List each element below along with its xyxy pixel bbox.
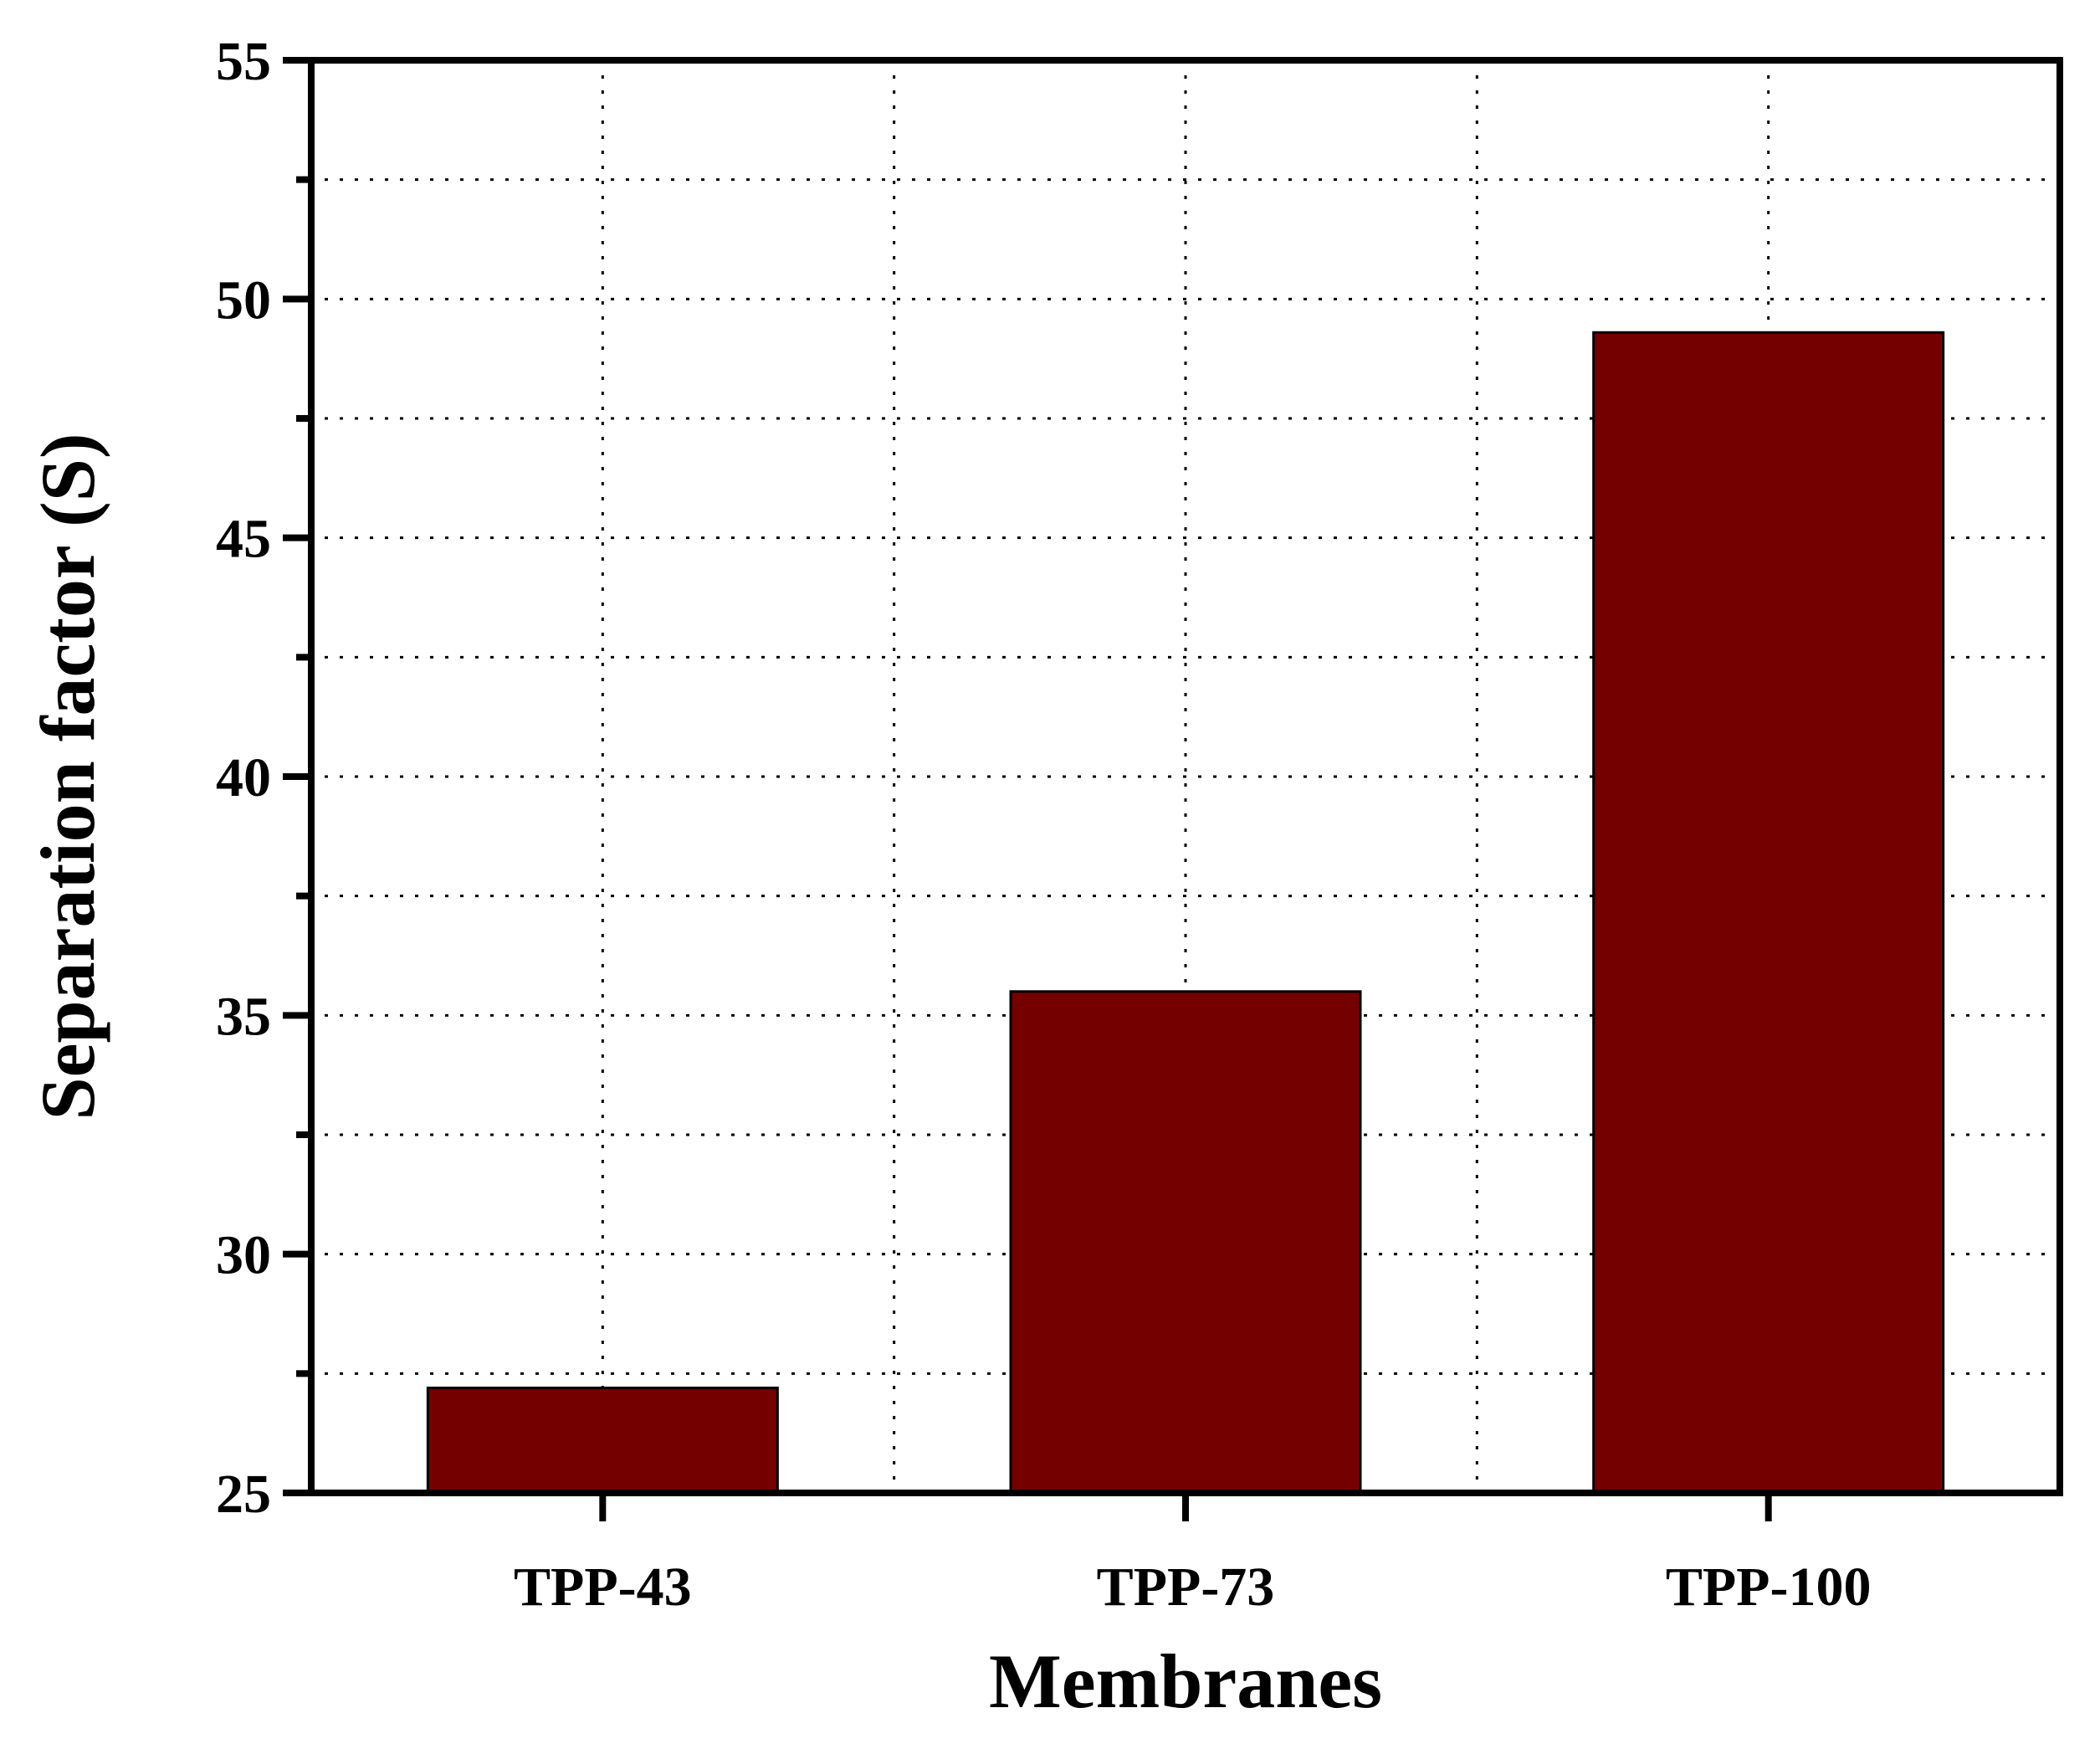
- x-axis-title: Membranes: [989, 1639, 1382, 1724]
- y-tick-label: 25: [216, 1464, 271, 1525]
- bar-tpp-43: [426, 1386, 779, 1495]
- x-tick-labels: TPP-43 TPP-73 TPP-100: [514, 1557, 1871, 1618]
- y-tick-label: 40: [216, 747, 271, 808]
- y-tick-label: 35: [216, 986, 271, 1047]
- x-tick-label: TPP-73: [1097, 1557, 1275, 1618]
- y-tick-label: 30: [216, 1225, 271, 1286]
- bar-tpp-73: [1009, 990, 1362, 1495]
- bar-tpp-100: [1592, 331, 1945, 1495]
- bars: [426, 331, 1945, 1495]
- y-tick-label: 50: [216, 269, 271, 331]
- y-tick-label: 45: [216, 509, 271, 570]
- x-tick-label: TPP-100: [1666, 1557, 1872, 1618]
- y-tick-label: 55: [216, 31, 271, 92]
- axis-ticks: [283, 57, 1772, 1521]
- y-axis-title: Separation factor (S): [25, 433, 110, 1120]
- y-tick-labels: 25 30 35 40 45 50 55: [216, 31, 271, 1525]
- x-tick-label: TPP-43: [514, 1557, 692, 1618]
